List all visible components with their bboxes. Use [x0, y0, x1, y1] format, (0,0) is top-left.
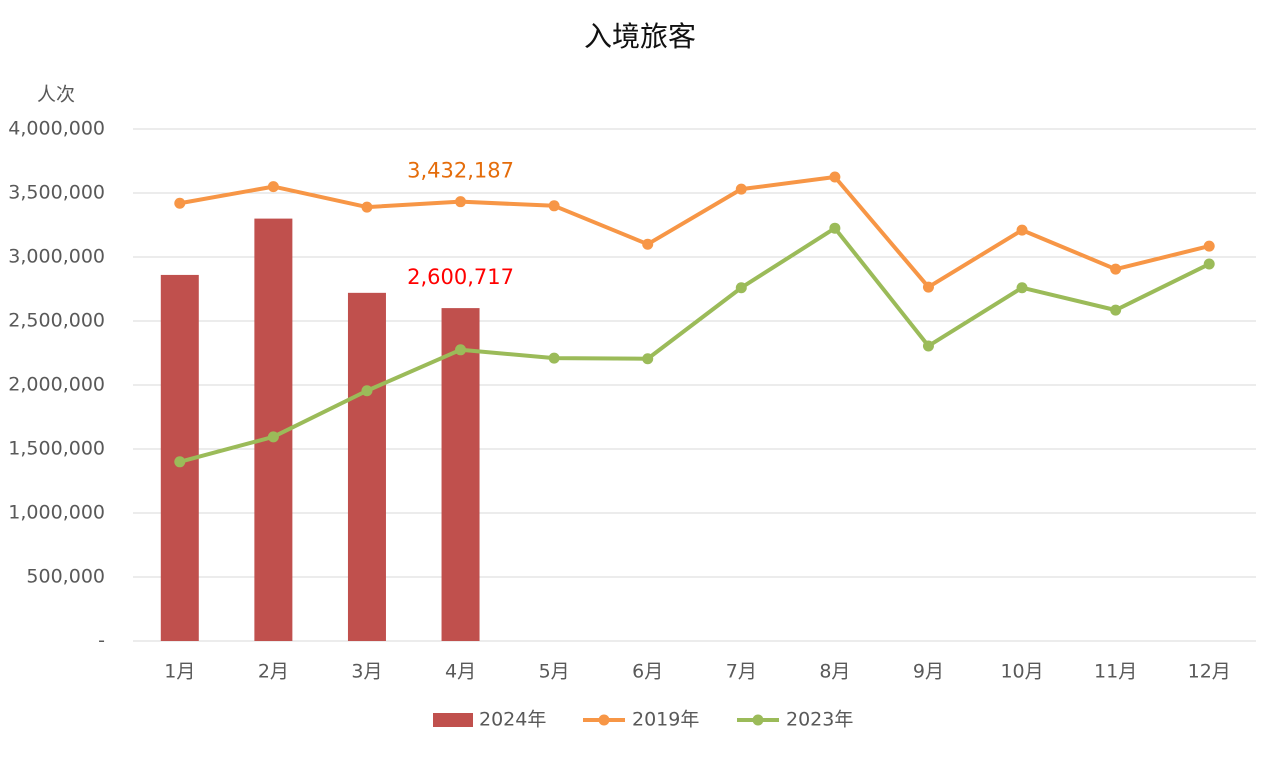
bar [347, 292, 386, 641]
y-tick-label: 4,000,000 [8, 118, 105, 140]
marker [1016, 282, 1028, 294]
chart-title: 入境旅客 [584, 20, 696, 53]
marker [455, 344, 467, 356]
marker [455, 196, 467, 208]
bar [441, 308, 480, 641]
legend-swatch [433, 713, 473, 727]
x-tick-label: 11月 [1094, 661, 1137, 683]
legend-swatch [752, 714, 764, 726]
marker [735, 282, 747, 294]
x-tick-label: 6月 [632, 661, 663, 683]
marker [174, 456, 186, 468]
x-tick-label: 4月 [445, 661, 476, 683]
y-tick-label: 3,000,000 [8, 246, 105, 268]
legend-label: 2023年 [786, 709, 853, 731]
x-tick-label: 3月 [351, 661, 382, 683]
legend-label: 2024年 [479, 709, 546, 731]
legend-label: 2019年 [632, 709, 699, 731]
legend-swatch [598, 714, 610, 726]
marker [267, 431, 279, 443]
y-tick-label: 1,500,000 [8, 438, 105, 460]
marker [548, 200, 560, 212]
x-tick-label: 2月 [258, 661, 289, 683]
x-tick-label: 12月 [1188, 661, 1231, 683]
marker [735, 183, 747, 195]
x-tick-label: 5月 [539, 661, 570, 683]
marker [1203, 258, 1215, 270]
marker [829, 171, 841, 183]
marker [1016, 224, 1028, 236]
x-tick-label: 7月 [726, 661, 757, 683]
marker [922, 281, 934, 293]
marker [1110, 304, 1122, 316]
marker [829, 222, 841, 234]
marker [548, 352, 560, 364]
line [179, 175, 1210, 290]
x-tick-label: 10月 [1000, 661, 1043, 683]
y-tick-label: 3,500,000 [8, 182, 105, 204]
marker [1110, 263, 1122, 275]
data-label: 2,600,717 [407, 265, 514, 289]
x-tick-label: 1月 [164, 661, 195, 683]
marker [361, 201, 373, 213]
marker [642, 238, 654, 250]
y-axis-label: 人次 [37, 84, 75, 106]
y-tick-label: 500,000 [26, 566, 105, 588]
data-label: 3,432,187 [407, 159, 514, 183]
marker [174, 197, 186, 209]
marker [642, 353, 654, 365]
x-tick-label: 9月 [913, 661, 944, 683]
y-tick-label: 2,000,000 [8, 374, 105, 396]
x-tick-label: 8月 [819, 661, 850, 683]
y-tick-label: - [98, 630, 105, 652]
line [179, 226, 1211, 464]
marker [922, 340, 934, 352]
marker [1203, 240, 1215, 252]
y-tick-label: 1,000,000 [8, 502, 105, 524]
y-tick-label: 2,500,000 [8, 310, 105, 332]
marker [361, 385, 373, 397]
marker [267, 181, 279, 193]
